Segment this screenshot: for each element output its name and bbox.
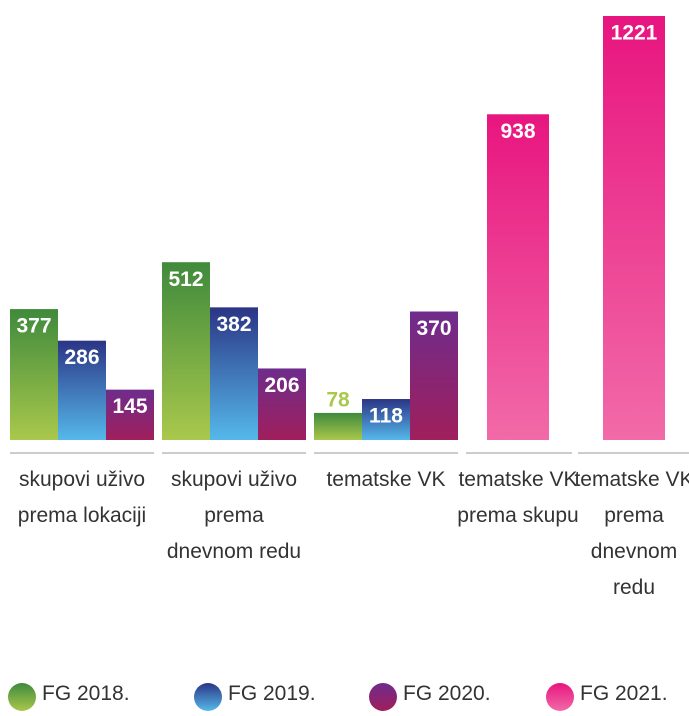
value-label: 512	[168, 268, 203, 291]
x-tick-label: tematske VK prema dnevnom redu	[574, 468, 689, 599]
bar	[210, 307, 258, 440]
value-label: 206	[264, 374, 299, 397]
value-label: 370	[416, 317, 451, 340]
bar	[487, 114, 549, 440]
legend-label: FG 2019.	[228, 682, 316, 705]
legend-label: FG 2018.	[42, 682, 130, 705]
x-tick-label: tematske VK	[326, 468, 446, 491]
bar	[314, 412, 362, 440]
legend-label: FG 2020.	[403, 682, 491, 705]
value-label: 286	[64, 346, 99, 369]
bar	[10, 309, 58, 440]
value-label: 145	[112, 395, 147, 418]
bar	[410, 311, 458, 440]
value-label: 1221	[611, 22, 658, 45]
bar	[258, 368, 306, 440]
value-label: 377	[16, 315, 51, 338]
legend-swatch	[194, 683, 222, 711]
value-label: 118	[369, 405, 403, 428]
legend-swatch	[8, 683, 36, 711]
x-tick-label: skupovi uživo prema dnevnom redu	[166, 468, 302, 563]
value-label: 382	[216, 313, 251, 336]
bar	[58, 340, 106, 440]
legend-swatch	[546, 683, 574, 711]
bar	[362, 399, 410, 440]
x-tick-label: skupovi uživo prema lokaciji	[17, 468, 147, 527]
legend-swatch	[369, 683, 397, 711]
value-label: 78	[326, 388, 350, 411]
bar	[603, 16, 665, 440]
value-label: 938	[500, 120, 535, 143]
bar	[106, 389, 154, 440]
x-tick-label: tematske VK prema skupu	[457, 468, 579, 527]
legend-label: FG 2021.	[580, 682, 668, 705]
bar	[162, 262, 210, 440]
